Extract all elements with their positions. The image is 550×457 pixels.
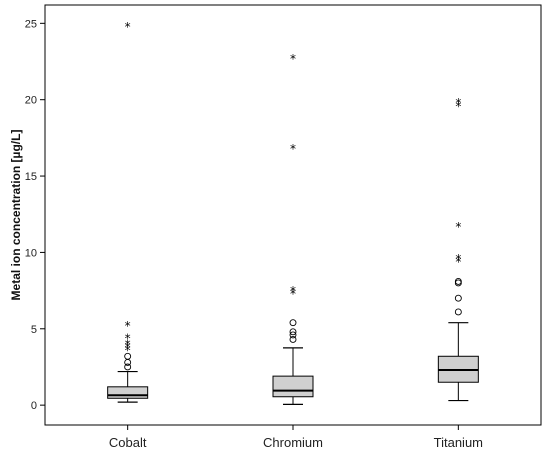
outlier-star: * xyxy=(455,96,461,110)
outlier-star: * xyxy=(290,52,296,66)
y-axis: 0 5 10 15 20 25 xyxy=(25,18,45,412)
outlier-circle xyxy=(289,331,297,339)
outlier-circle xyxy=(124,363,132,371)
box-chromium: **** xyxy=(272,52,314,405)
outlier-circle xyxy=(454,277,462,285)
outlier-star: * xyxy=(125,344,131,358)
y-tick-label: 15 xyxy=(25,171,37,183)
outlier-circle xyxy=(289,319,297,327)
x-category-label: Chromium xyxy=(263,435,323,450)
outlier-star: * xyxy=(455,99,461,113)
outlier-circle xyxy=(289,336,297,343)
outlier-star: * xyxy=(125,319,131,333)
outlier-star: * xyxy=(125,331,131,345)
boxes: *************** xyxy=(107,20,479,405)
y-tick-label: 25 xyxy=(25,18,37,30)
outlier-star: * xyxy=(125,341,131,355)
outlier-circle xyxy=(454,294,462,302)
x-category-label: Cobalt xyxy=(109,435,147,450)
iqr-box xyxy=(107,386,149,399)
outlier-star: * xyxy=(455,220,461,234)
outlier-star: * xyxy=(125,20,131,34)
box-cobalt: ****** xyxy=(107,20,149,403)
iqr-box xyxy=(272,375,314,398)
x-axis: Cobalt Chromium Titanium xyxy=(109,425,483,450)
outlier-star: * xyxy=(125,338,131,352)
outlier-star: * xyxy=(455,252,461,266)
y-tick-label: 0 xyxy=(31,400,37,412)
outlier-circle xyxy=(289,328,297,336)
y-axis-title: Metal ion concentration [µg/L] xyxy=(9,130,23,301)
outlier-circle xyxy=(454,308,462,316)
outlier-star: * xyxy=(290,287,296,301)
outlier-circle xyxy=(124,352,132,360)
outlier-star: * xyxy=(290,284,296,298)
outlier-star: * xyxy=(455,255,461,269)
outlier-star: * xyxy=(290,142,296,156)
y-tick-label: 10 xyxy=(25,247,37,259)
y-tick-label: 5 xyxy=(31,324,37,336)
box-titanium: ***** xyxy=(437,96,479,402)
x-category-label: Titanium xyxy=(434,435,483,450)
y-tick-label: 20 xyxy=(25,95,37,107)
